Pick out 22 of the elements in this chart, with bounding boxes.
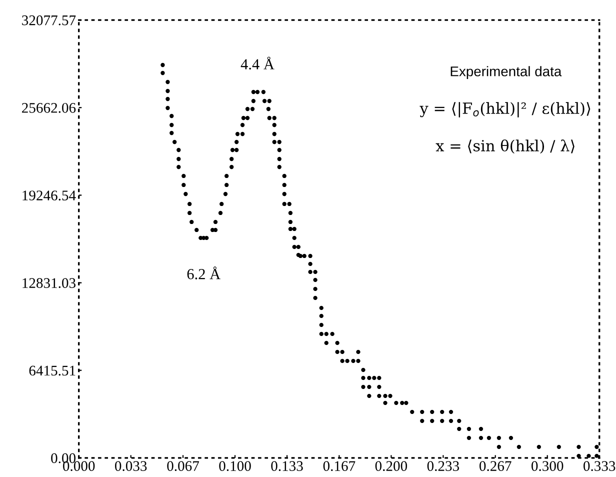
x-tick-label: 0.000 — [63, 461, 95, 472]
x-tick-label: 0.033 — [115, 461, 147, 472]
x-tick-label: 0.233 — [427, 461, 460, 472]
annotation: x = ⟨sin θ(hkl) / λ⟩ — [436, 139, 574, 154]
annotation: Experimental data — [450, 66, 562, 80]
x-tick-label: 0.333 — [584, 461, 616, 472]
x-tick-label: 0.300 — [532, 461, 564, 472]
x-tick-label: 0.100 — [219, 461, 251, 472]
annotation: 6.2 Å — [187, 266, 220, 280]
x-tick-label: 0.167 — [323, 461, 356, 472]
x-tick-label: 0.133 — [271, 461, 303, 472]
y-tick-label: 25662.06 — [22, 102, 76, 113]
y-tick-label: 0.00 — [51, 453, 76, 464]
annotation: y = ⟨|F$_{o}$(hkl)|² / ε(hkl)⟩ — [420, 102, 590, 118]
y-tick-label: 32077.57 — [22, 15, 76, 26]
x-tick-label: 0.267 — [480, 461, 512, 472]
y-tick-label: 6415.51 — [29, 366, 76, 376]
annotation: 4.4 Å — [240, 56, 274, 70]
y-tick-label: 19246.54 — [22, 190, 76, 200]
y-tick-label: 12831.03 — [22, 278, 76, 288]
x-tick-label: 0.200 — [375, 461, 408, 472]
x-tick-label: 0.067 — [167, 461, 199, 472]
